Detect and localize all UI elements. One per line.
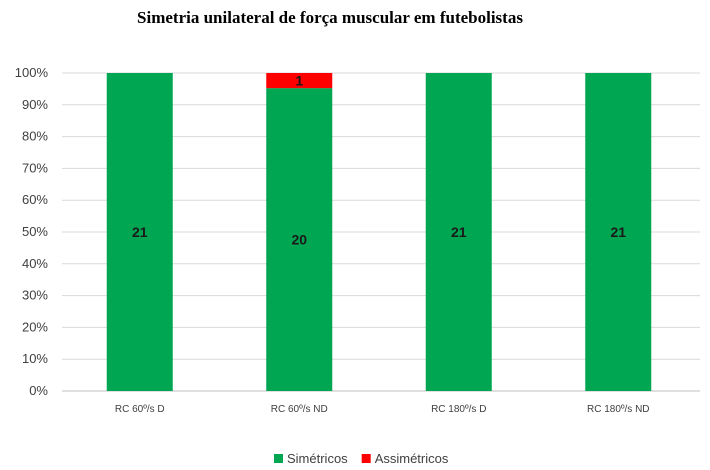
legend-label: Assimétricos — [375, 451, 449, 466]
y-tick-label: 40% — [22, 256, 48, 271]
y-tick-label: 90% — [22, 97, 48, 112]
data-label: 21 — [132, 224, 148, 240]
y-tick-label: 20% — [22, 319, 48, 334]
y-axis-ticks: 0% 10% 20% 30% 40% 50% 60% 70% 80% 90% 100% — [15, 65, 49, 398]
data-label: 1 — [295, 73, 303, 89]
bar-segment — [585, 73, 652, 391]
legend-label: Simétricos — [287, 451, 348, 466]
data-label: 21 — [451, 224, 467, 240]
legend-swatch — [361, 454, 371, 463]
bars — [106, 73, 652, 392]
x-category-label: RC 180º/s D — [431, 404, 486, 415]
data-label: 20 — [291, 232, 307, 248]
y-tick-label: 30% — [22, 288, 48, 303]
data-label: 21 — [610, 224, 626, 240]
y-tick-label: 60% — [22, 192, 48, 207]
bar-segment — [266, 88, 333, 392]
y-tick-label: 50% — [22, 224, 48, 239]
y-tick-label: 0% — [29, 383, 48, 398]
legend-swatch — [274, 454, 283, 463]
x-category-label: RC 60º/s D — [115, 404, 165, 415]
data-labels: 21 20 1 21 21 — [132, 73, 626, 248]
legend: Simétricos Assimétricos — [274, 451, 449, 466]
x-category-label: RC 60º/s ND — [271, 404, 328, 415]
y-tick-label: 70% — [22, 160, 48, 175]
bar-segment — [266, 73, 333, 89]
y-tick-label: 100% — [15, 65, 49, 80]
x-category-label: RC 180º/s ND — [587, 404, 650, 415]
bar-segment — [425, 73, 492, 391]
chart-title: Simetria unilateral de força muscular em… — [137, 8, 523, 27]
y-tick-label: 80% — [22, 129, 48, 144]
bar-segment — [106, 73, 173, 391]
y-tick-label: 10% — [22, 351, 48, 366]
x-axis-categories: RC 60º/s D RC 60º/s ND RC 180º/s D RC 180º/… — [115, 404, 650, 415]
